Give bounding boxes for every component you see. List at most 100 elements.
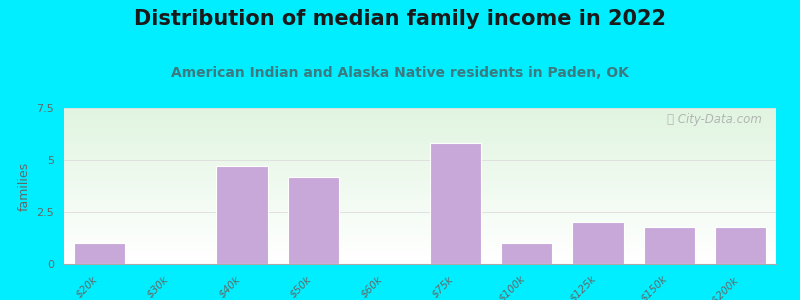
Bar	[64, 131, 776, 133]
Bar	[64, 253, 776, 255]
Bar	[64, 180, 776, 181]
Bar	[64, 222, 776, 224]
Bar	[64, 148, 776, 150]
Bar	[64, 199, 776, 200]
Bar	[64, 206, 776, 208]
Bar	[64, 259, 776, 261]
Bar	[64, 261, 776, 262]
Bar	[64, 188, 776, 189]
Bar	[572, 222, 624, 264]
Bar	[64, 114, 776, 116]
Bar	[64, 184, 776, 186]
Bar	[64, 134, 776, 136]
Text: American Indian and Alaska Native residents in Paden, OK: American Indian and Alaska Native reside…	[171, 66, 629, 80]
Bar	[64, 248, 776, 250]
Bar	[64, 136, 776, 138]
Bar	[64, 208, 776, 209]
Bar	[64, 178, 776, 180]
Bar	[64, 247, 776, 248]
Bar	[64, 108, 776, 110]
Bar	[64, 255, 776, 256]
Bar	[64, 219, 776, 220]
Bar	[64, 166, 776, 167]
Bar	[64, 224, 776, 225]
Text: ⓘ City-Data.com: ⓘ City-Data.com	[667, 113, 762, 126]
Bar	[64, 153, 776, 155]
Bar	[64, 194, 776, 195]
Bar	[64, 163, 776, 164]
Text: Distribution of median family income in 2022: Distribution of median family income in …	[134, 9, 666, 29]
Bar	[64, 189, 776, 191]
Bar	[64, 242, 776, 244]
Bar	[64, 152, 776, 153]
Bar	[64, 181, 776, 183]
Bar	[64, 234, 776, 236]
Y-axis label: families: families	[18, 161, 31, 211]
Bar	[64, 138, 776, 139]
Bar	[64, 195, 776, 197]
Bar	[64, 156, 776, 158]
Bar	[64, 117, 776, 119]
Bar	[64, 119, 776, 121]
Bar	[64, 125, 776, 127]
Bar	[64, 133, 776, 134]
Bar	[64, 170, 776, 172]
Bar	[64, 230, 776, 231]
Bar	[64, 113, 776, 114]
Bar	[64, 209, 776, 211]
Bar	[64, 245, 776, 247]
Bar	[64, 122, 776, 124]
Bar	[64, 169, 776, 170]
Bar	[64, 241, 776, 242]
Bar	[643, 226, 695, 264]
Bar	[64, 251, 776, 253]
Bar	[64, 233, 776, 234]
Bar	[64, 160, 776, 161]
Bar	[64, 214, 776, 216]
Bar	[64, 127, 776, 128]
Bar	[64, 173, 776, 175]
Bar	[64, 110, 776, 111]
Bar	[64, 146, 776, 147]
Bar	[714, 226, 766, 264]
Bar	[64, 142, 776, 144]
Bar	[64, 141, 776, 142]
Bar	[64, 231, 776, 233]
Bar	[64, 175, 776, 177]
Bar	[64, 212, 776, 214]
Bar	[64, 121, 776, 122]
Bar	[64, 250, 776, 251]
Bar	[64, 205, 776, 206]
Bar	[64, 158, 776, 160]
Bar	[64, 172, 776, 173]
Bar	[64, 244, 776, 245]
Bar	[64, 202, 776, 203]
Bar	[64, 116, 776, 117]
Bar	[64, 164, 776, 166]
Bar	[64, 111, 776, 113]
Bar	[430, 143, 482, 264]
Bar	[64, 167, 776, 169]
Bar	[64, 238, 776, 239]
Bar	[64, 144, 776, 146]
Bar	[64, 228, 776, 230]
Bar	[64, 200, 776, 202]
Bar	[64, 192, 776, 194]
Bar	[64, 220, 776, 222]
Bar	[216, 166, 268, 264]
Bar	[64, 186, 776, 188]
Bar	[501, 243, 553, 264]
Bar	[64, 183, 776, 184]
Bar	[64, 150, 776, 152]
Bar	[64, 211, 776, 212]
Bar	[64, 191, 776, 192]
Bar	[64, 236, 776, 238]
Bar	[64, 130, 776, 131]
Bar	[64, 217, 776, 219]
Bar	[64, 128, 776, 130]
Bar	[64, 262, 776, 264]
Bar	[64, 139, 776, 141]
Bar	[64, 197, 776, 199]
Bar	[64, 124, 776, 125]
Bar	[64, 225, 776, 226]
